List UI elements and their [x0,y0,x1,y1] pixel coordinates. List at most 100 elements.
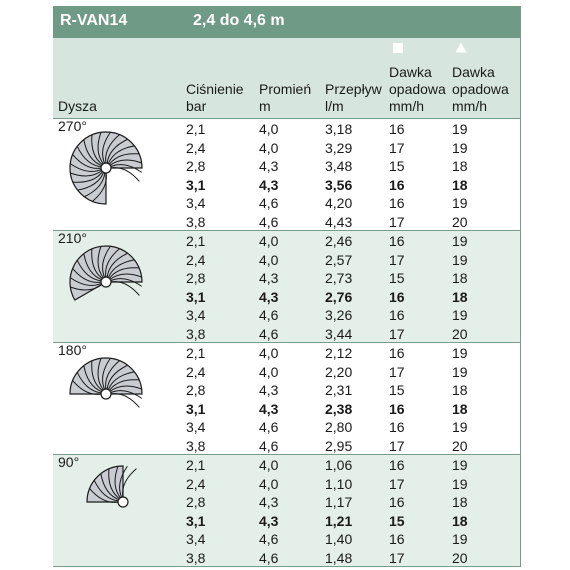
pressure-cell: 3,8 [186,325,206,342]
nozzle-vane [108,468,121,500]
nozzle-vane [76,146,103,168]
table-row: 2,4 4,0 2,20 17 19 [53,363,520,381]
table-row: 2,8 4,3 1,17 16 18 [53,493,520,511]
pressure-cell: 2,4 [186,251,206,268]
square-icon [393,43,403,53]
table-row: 2,8 4,3 3,48 15 18 [53,157,520,175]
nozzle-arc-label: 180° [58,342,87,358]
table-row: 2,4 4,0 1,10 17 19 [53,475,520,493]
flow-cell: 1,17 [325,494,353,510]
nozzle-vane [114,466,122,499]
radius-cell: 4,6 [259,325,279,342]
pressure-cell: 3,8 [186,213,206,230]
radius-range: 2,4 do 4,6 m [193,12,285,29]
rate-triangle-cell: 19 [452,531,468,547]
table-row: 3,1 4,3 2,76 16 18 [53,288,520,306]
table-row: 3,4 4,6 3,26 16 19 [53,306,520,324]
rate-triangle-cell: 19 [452,307,468,323]
header-rate-triangle: Dawka opadowa mm/h [452,64,509,114]
nozzle-vane [72,154,103,169]
table-row: 2,1 4,0 1,06 16 19 [53,456,520,474]
nozzle-vane [107,371,135,391]
nozzle-vane [119,465,128,499]
header-pressure: Ciśnienie bar [186,81,244,114]
nozzle-section: 210° 2,1 4,0 2,46 16 19 2,4 4,0 2,57 17 19 2,8 4,3 2,… [53,230,520,342]
section-divider [53,230,520,231]
rate-square-cell: 16 [389,419,405,435]
radius-cell: 4,6 [259,531,279,547]
nozzle-vane [83,139,103,167]
nozzle-vane [92,171,107,202]
nozzle-vane [107,259,135,279]
flow-cell: 2,12 [325,345,353,361]
nozzle-vane [106,138,128,165]
table-row: 3,8 4,6 3,44 17 20 [53,325,520,343]
pressure-cell: 3,1 [186,176,206,193]
pressure-cell: 2,8 [186,494,206,510]
flow-cell: 3,48 [325,158,353,174]
flow-cell: 3,26 [325,307,353,323]
nozzle-vane [91,248,104,280]
table-row: 3,1 4,3 2,38 16 18 [53,400,520,418]
nozzle-vane [69,277,103,286]
nozzle-arc-label: 270° [58,118,87,134]
flow-cell: 3,18 [325,121,353,137]
nozzle-vane [70,169,103,177]
pressure-cell: 2,4 [186,475,206,492]
table-title-bar: R-VAN14 2,4 do 4,6 m [53,6,520,38]
nozzle-vane [102,131,111,165]
pressure-cell: 3,1 [186,512,206,529]
rate-square-cell: 16 [389,176,405,193]
flow-cell: 4,43 [325,213,353,230]
triangle-icon [455,42,467,53]
flow-cell: 2,31 [325,382,353,398]
nozzle-vane [93,480,120,502]
radius-cell: 4,0 [259,139,279,156]
nozzle-vane [109,281,140,296]
table-row: 3,1 4,3 1,21 15 18 [53,512,520,530]
rate-square-cell: 17 [389,549,405,566]
flow-cell: 2,46 [325,233,353,249]
rate-triangle-cell: 19 [452,139,468,156]
flow-cell: 1,21 [325,512,353,529]
nozzle-section: 90° 2,1 4,0 1,06 16 19 2,4 4,0 1,10 17 19 2,8 4,3 1,1… [53,454,520,566]
pressure-cell: 3,4 [186,531,206,547]
nozzle-vane [105,134,120,165]
nozzle-vane [109,393,140,408]
table-row: 3,1 4,3 3,56 16 18 [53,176,520,194]
rate-triangle-cell: 19 [452,121,468,137]
rate-square-cell: 16 [389,400,405,417]
radius-cell: 4,6 [259,549,279,566]
nozzle-vane [109,159,142,167]
flow-cell: 2,73 [325,270,353,286]
radius-cell: 4,6 [259,437,279,454]
radius-cell: 4,3 [259,400,279,417]
nozzle-vane [97,132,105,165]
flow-cell: 1,06 [325,457,353,473]
rate-square-cell: 17 [389,213,405,230]
rate-square-cell: 17 [389,325,405,342]
nozzle-vane [109,167,140,182]
table-row: 2,8 4,3 2,31 15 18 [53,381,520,399]
pressure-cell: 2,1 [186,345,206,361]
flow-cell: 1,10 [325,475,353,492]
nozzle-arc-label: 90° [58,454,80,470]
nozzle-arc-icon [86,465,137,508]
rate-triangle-cell: 18 [452,382,468,398]
pressure-cell: 3,4 [186,195,206,211]
section-divider [53,342,520,343]
pressure-cell: 2,8 [186,158,206,174]
nozzle-hub [117,496,129,508]
nozzle-vane [70,283,103,291]
radius-cell: 4,6 [259,307,279,323]
nozzle-arc-label: 210° [58,230,87,246]
radius-cell: 4,0 [259,251,279,268]
rate-triangle-cell: 20 [452,325,468,342]
rate-triangle-cell: 18 [452,158,468,174]
radius-cell: 4,0 [259,121,279,137]
nozzle-vane [72,268,103,283]
table-row: 2,1 4,0 3,18 16 19 [53,120,520,138]
nozzle-vane [109,278,143,287]
nozzle-vane [77,171,105,191]
rate-square-cell: 16 [389,307,405,323]
